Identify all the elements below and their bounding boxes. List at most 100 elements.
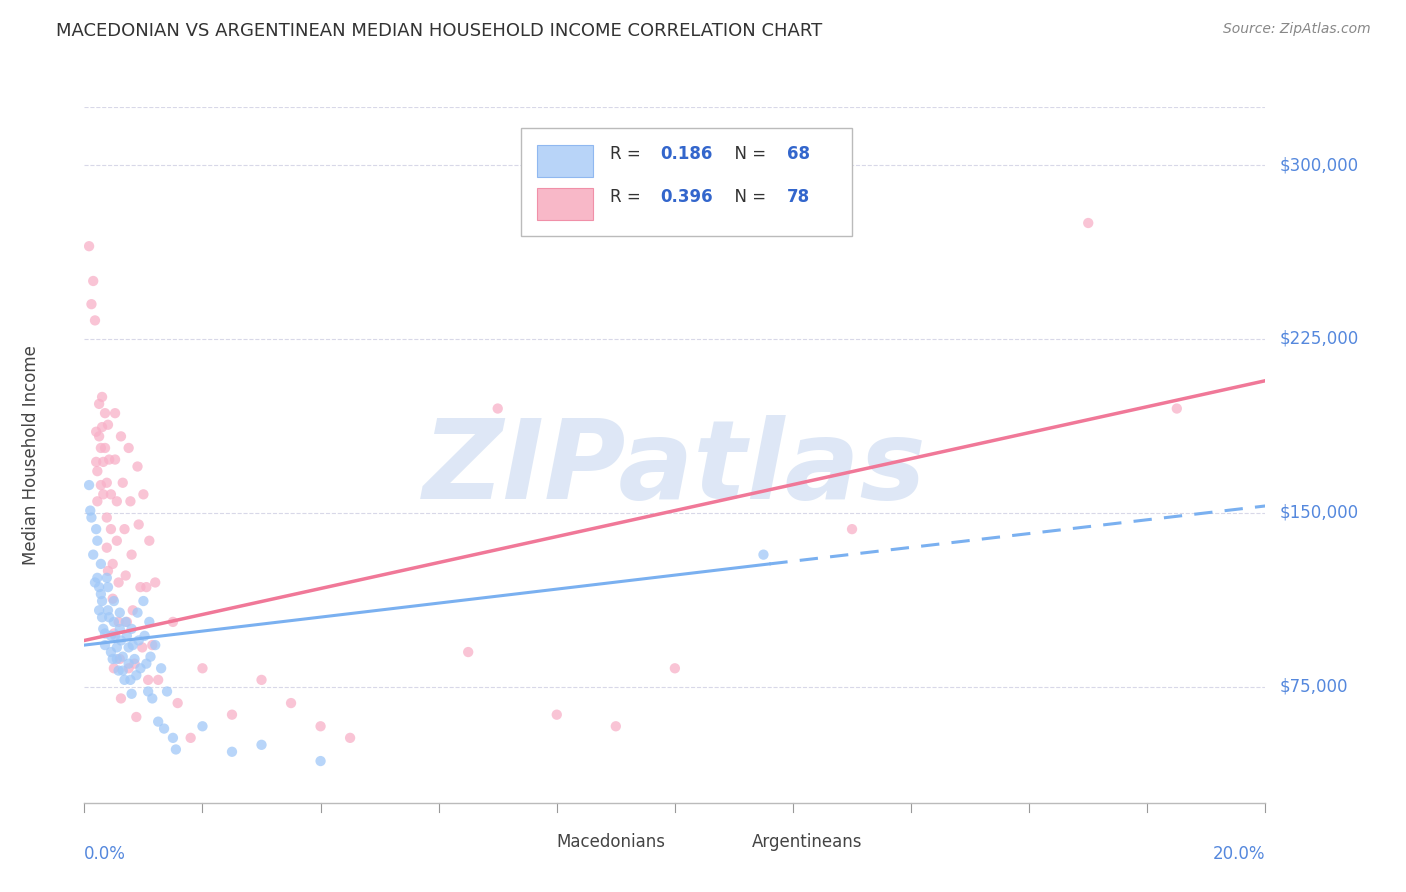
Text: $75,000: $75,000 (1279, 678, 1348, 696)
Point (103, 615, 125, 629)
Point (118, 657, 141, 671)
Point (250, 738, 273, 752)
Point (94, 406, 117, 420)
Point (108, 652, 131, 666)
Point (129, 580, 152, 594)
Point (105, 640, 128, 655)
Point (91, 455, 114, 469)
Point (98, 452, 121, 467)
Point (118, 441, 141, 455)
Point (114, 522, 136, 536)
Point (104, 452, 127, 467)
Text: $150,000: $150,000 (1279, 504, 1358, 522)
Point (84, 522, 107, 536)
Point (87, 580, 111, 594)
Point (86, 533, 108, 548)
Point (90, 441, 112, 455)
Point (309, 754, 332, 768)
Point (100, 645, 122, 659)
Text: Source: ZipAtlas.com: Source: ZipAtlas.com (1223, 22, 1371, 37)
FancyBboxPatch shape (537, 145, 593, 178)
Point (108, 606, 131, 620)
Point (135, 580, 157, 594)
Point (143, 638, 166, 652)
Point (80, 297, 103, 311)
Point (86, 571, 108, 585)
Point (104, 406, 127, 420)
Point (80, 510, 103, 524)
Point (97, 603, 120, 617)
Point (180, 731, 202, 745)
Point (87, 603, 111, 617)
Point (105, 652, 128, 666)
Point (90, 478, 112, 492)
Point (98, 610, 121, 624)
Text: Argentineans: Argentineans (752, 833, 862, 851)
Point (87, 429, 111, 443)
Point (148, 673, 170, 687)
Point (107, 615, 129, 629)
Text: 0.396: 0.396 (661, 188, 713, 206)
Point (103, 626, 125, 640)
Point (191, 719, 214, 733)
Text: 78: 78 (787, 188, 810, 206)
Point (250, 673, 273, 687)
Point (110, 633, 132, 648)
Point (100, 629, 122, 643)
Point (82, 548, 104, 562)
Point (162, 731, 184, 745)
Point (107, 575, 129, 590)
Point (127, 606, 149, 620)
Point (100, 487, 122, 501)
Point (136, 673, 159, 687)
Point (752, 548, 775, 562)
Text: N =: N = (724, 188, 772, 206)
Point (90, 587, 112, 601)
Point (135, 657, 157, 671)
Point (128, 633, 150, 648)
Point (118, 661, 141, 675)
Point (457, 645, 479, 659)
Point (104, 629, 127, 643)
Point (125, 668, 148, 682)
Point (221, 745, 243, 759)
Point (110, 429, 132, 443)
Point (121, 687, 143, 701)
Point (77, 239, 100, 253)
Point (114, 568, 136, 582)
Text: MACEDONIAN VS ARGENTINEAN MEDIAN HOUSEHOLD INCOME CORRELATION CHART: MACEDONIAN VS ARGENTINEAN MEDIAN HOUSEHO… (56, 22, 823, 40)
Text: ZIPatlas: ZIPatlas (423, 416, 927, 523)
Point (101, 652, 124, 666)
Point (150, 661, 173, 675)
Point (131, 640, 153, 655)
Point (84, 455, 107, 469)
Point (87, 397, 111, 411)
Point (138, 533, 160, 548)
Point (128, 517, 150, 532)
Text: 0.0%: 0.0% (84, 845, 127, 863)
Point (120, 673, 142, 687)
Point (121, 603, 143, 617)
Point (91, 487, 114, 501)
Text: 0.186: 0.186 (661, 145, 713, 163)
Point (162, 615, 184, 629)
Point (1077, 216, 1099, 230)
Point (124, 652, 146, 666)
Point (108, 622, 131, 636)
Point (77, 478, 100, 492)
Text: $300,000: $300,000 (1279, 156, 1358, 174)
Point (115, 629, 138, 643)
Point (664, 661, 686, 675)
Text: 20.0%: 20.0% (1213, 845, 1265, 863)
Point (94, 626, 117, 640)
Text: Macedonians: Macedonians (557, 833, 666, 851)
Point (82, 274, 104, 288)
Point (100, 522, 122, 536)
Point (91, 594, 114, 608)
Point (115, 615, 138, 629)
Point (129, 661, 152, 675)
Point (141, 691, 163, 706)
Point (121, 548, 143, 562)
Point (127, 459, 149, 474)
Point (486, 401, 509, 416)
